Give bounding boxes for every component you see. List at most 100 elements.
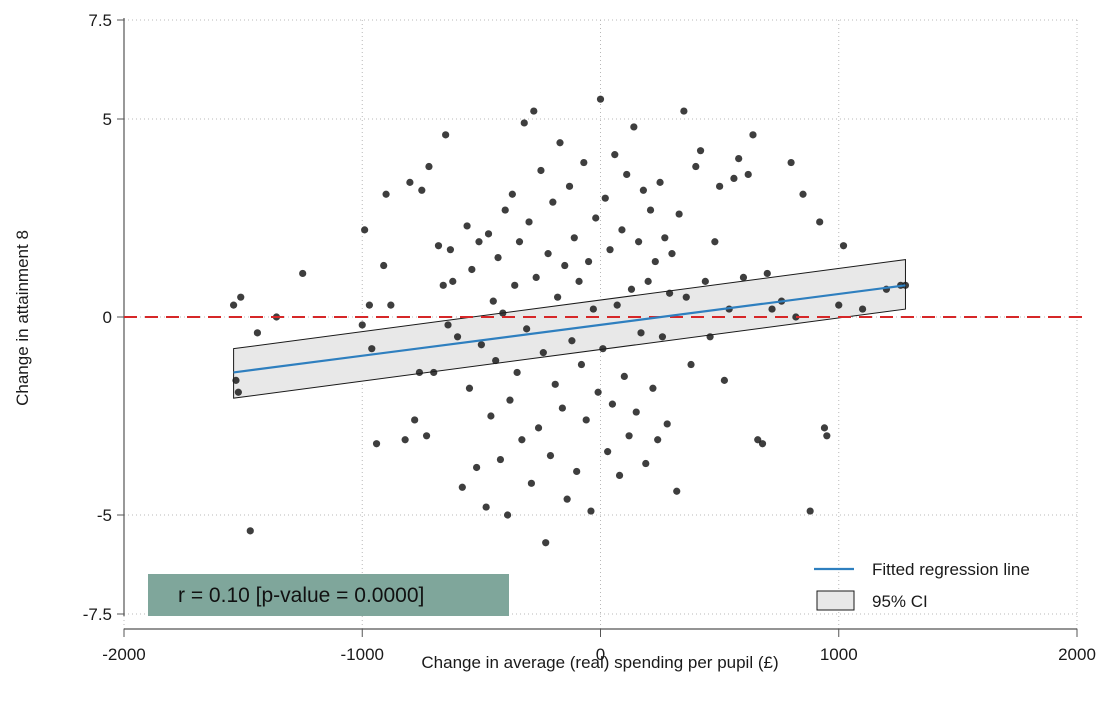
data-point (615, 471, 624, 479)
data-point (754, 436, 762, 444)
data-point (701, 277, 709, 285)
data-point (658, 333, 667, 341)
data-point (508, 190, 516, 198)
data-point (444, 321, 452, 329)
data-point (646, 206, 655, 214)
data-point (361, 226, 369, 234)
data-point (465, 384, 474, 392)
data-point (599, 345, 607, 353)
data-point (492, 356, 500, 365)
data-point (627, 285, 636, 293)
data-point (234, 388, 242, 396)
y-tick-label: 0 (103, 308, 112, 327)
data-point (515, 238, 524, 246)
data-point (387, 301, 395, 309)
data-point (368, 345, 376, 353)
data-point (534, 424, 543, 432)
legend-fitted-label: Fitted regression line (872, 560, 1030, 579)
data-point (656, 178, 664, 186)
data-point (580, 158, 588, 167)
data-point (542, 539, 550, 547)
data-point (792, 313, 800, 321)
data-point (575, 277, 583, 285)
data-point (720, 376, 728, 384)
legend: Fitted regression line 95% CI (814, 560, 1030, 611)
data-point (682, 293, 690, 301)
data-point (458, 483, 466, 491)
data-point (858, 305, 867, 313)
data-point (744, 170, 752, 179)
legend-ci-swatch (816, 590, 855, 611)
data-point (253, 329, 262, 337)
data-point (635, 238, 643, 246)
data-point (544, 250, 552, 258)
data-point (637, 329, 645, 337)
data-point (382, 190, 390, 198)
data-point (380, 261, 388, 270)
data-point (758, 440, 767, 448)
data-point (430, 368, 438, 377)
y-tick-label: 7.5 (88, 11, 112, 30)
data-point (237, 293, 245, 301)
data-point (551, 380, 559, 388)
data-point (592, 214, 600, 222)
data-point (422, 432, 431, 440)
data-point (663, 420, 671, 428)
data-point (537, 166, 545, 175)
data-point (768, 305, 776, 313)
data-point (468, 265, 476, 274)
data-point (601, 194, 609, 202)
data-point (644, 277, 652, 285)
data-point (475, 238, 483, 246)
data-point (565, 182, 574, 190)
data-point (232, 376, 240, 384)
data-point (594, 388, 602, 396)
data-point (532, 273, 540, 281)
data-point (520, 119, 528, 127)
data-point (406, 178, 414, 186)
data-point (549, 198, 557, 206)
stat-annotation-box (148, 574, 509, 616)
data-point (434, 242, 443, 250)
stat-annotation-text: r = 0.10 [p-value = 0.0000] (178, 584, 424, 607)
data-point (596, 95, 605, 103)
y-tick-label: 5 (103, 110, 112, 129)
data-point (418, 186, 426, 194)
data-point (668, 250, 676, 258)
data-point (482, 503, 490, 511)
data-point (401, 436, 409, 444)
data-point (584, 257, 593, 266)
data-point (687, 360, 695, 369)
data-point (449, 277, 457, 285)
stat-annotation: r = 0.10 [p-value = 0.0000] (148, 574, 509, 616)
data-point (630, 123, 638, 131)
data-point (675, 210, 683, 218)
data-point (525, 218, 533, 226)
data-point (835, 301, 843, 309)
data-point (573, 467, 581, 476)
data-point (489, 297, 497, 305)
x-tick-label: 1000 (820, 645, 858, 664)
data-point (518, 436, 526, 444)
data-point (654, 436, 662, 444)
data-point (763, 269, 771, 278)
data-point (711, 238, 719, 246)
data-point (639, 186, 647, 194)
regression-line-layer (233, 284, 906, 374)
data-point (411, 416, 419, 424)
data-point (820, 424, 829, 432)
data-point (229, 301, 238, 309)
data-point (523, 325, 531, 333)
data-point (499, 309, 507, 317)
data-point (299, 269, 307, 278)
data-point (730, 174, 738, 182)
data-point (816, 218, 824, 226)
data-point (473, 463, 481, 472)
data-point (568, 337, 576, 345)
data-point (530, 107, 538, 115)
data-point (365, 301, 373, 309)
data-point (415, 368, 424, 377)
data-point (425, 162, 433, 171)
data-point (604, 448, 612, 456)
y-axis-title: Change in attainment 8 (13, 230, 32, 406)
